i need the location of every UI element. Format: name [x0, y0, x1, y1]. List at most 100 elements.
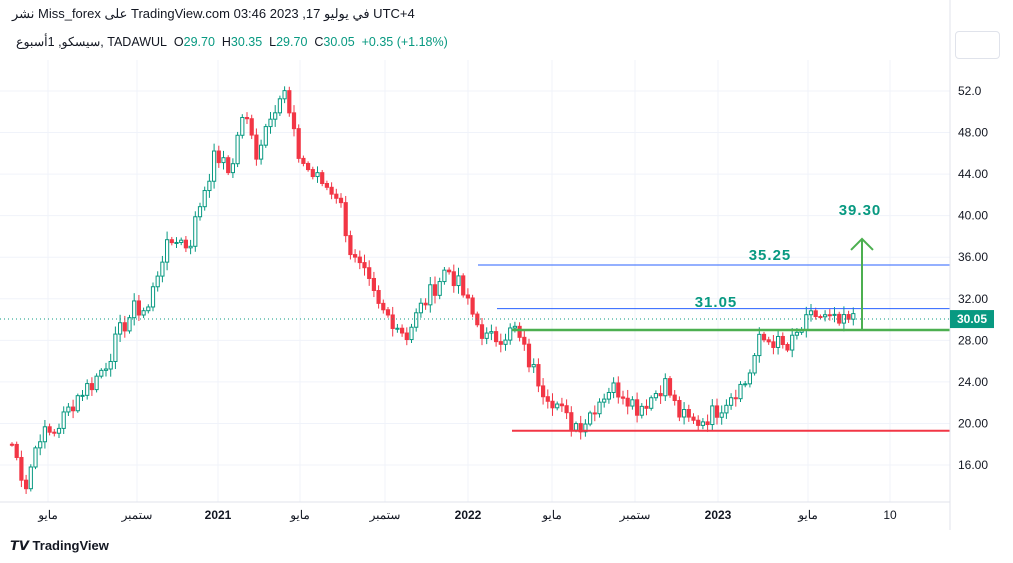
- candle-body: [310, 169, 315, 178]
- candle-body: [479, 324, 485, 339]
- chart-button[interactable]: [955, 31, 1000, 59]
- candle-body: [423, 302, 428, 306]
- candle-body: [724, 404, 729, 414]
- time-tick: ستمبر: [619, 508, 651, 522]
- candle-body: [498, 341, 503, 345]
- candle-body: [395, 327, 400, 330]
- candle-body: [263, 126, 268, 146]
- price-tick: 16.00: [958, 458, 988, 472]
- candle-body: [169, 239, 174, 244]
- candle-body: [244, 116, 250, 120]
- candle-body: [254, 134, 259, 160]
- candle-body: [827, 314, 832, 317]
- candle-body: [602, 398, 607, 403]
- candle-body: [747, 372, 752, 385]
- time-tick: 10: [883, 508, 897, 522]
- candle-body: [197, 206, 203, 218]
- candle-body: [432, 284, 438, 296]
- candle-body: [738, 383, 743, 400]
- candle-body: [851, 313, 856, 320]
- candle-body: [494, 331, 499, 343]
- candle-body: [108, 360, 113, 370]
- price-tick: 24.00: [958, 375, 988, 389]
- candle-body: [503, 339, 508, 345]
- candle-body: [118, 322, 123, 335]
- candle-body: [470, 297, 475, 315]
- target-arrow[interactable]: [850, 237, 874, 330]
- candle-body: [456, 275, 461, 287]
- candle-body: [719, 412, 724, 418]
- candle-body: [103, 368, 109, 371]
- candle-body: [94, 375, 99, 391]
- candle-body: [592, 412, 597, 415]
- candle-body: [99, 369, 104, 377]
- candle-body: [19, 456, 24, 481]
- tradingview-logo: 𝙏𝙑 TradingView: [10, 538, 109, 553]
- time-tick: مايو: [797, 508, 818, 522]
- candle-body: [823, 314, 828, 318]
- candle-body: [287, 90, 292, 114]
- candle-body: [165, 239, 170, 263]
- candle-body: [320, 172, 325, 185]
- candle-body: [367, 267, 372, 279]
- candle-body: [790, 334, 795, 351]
- candle-body: [625, 397, 630, 407]
- candle-body: [804, 314, 809, 331]
- candle-body: [14, 443, 19, 458]
- candle-body: [691, 416, 696, 421]
- candle-body: [357, 256, 362, 264]
- candle-body: [56, 427, 62, 434]
- candle-body: [136, 300, 142, 316]
- candle-body: [240, 116, 245, 136]
- publish-info: نشر Miss_forex على TradingView.com 03:46…: [12, 6, 415, 21]
- price-tick: 32.00: [958, 292, 988, 306]
- time-tick: مايو: [289, 508, 310, 522]
- candle-body: [315, 172, 320, 178]
- candle-body: [743, 383, 748, 386]
- candle-body: [38, 441, 43, 449]
- candle-body: [329, 186, 334, 195]
- candle-body: [611, 382, 616, 393]
- candle-body: [188, 245, 193, 249]
- price-tick: 36.00: [958, 250, 988, 264]
- candle-body: [296, 128, 301, 159]
- candle-body: [564, 405, 569, 414]
- candle-body: [461, 275, 466, 296]
- candle-body: [710, 405, 715, 426]
- candle-body: [616, 382, 621, 398]
- candle-body: [42, 426, 47, 443]
- candle-body: [517, 325, 522, 338]
- candle-body: [578, 423, 583, 433]
- candle-body: [573, 423, 579, 431]
- candle-body: [66, 406, 71, 413]
- price-tick: 28.00: [958, 333, 988, 347]
- candle-body: [808, 310, 814, 316]
- candle-body: [24, 479, 29, 490]
- candle-body: [776, 335, 781, 348]
- candle-body: [437, 281, 442, 296]
- candle-body: [348, 235, 353, 256]
- symbol-name[interactable]: سيسكو, 1أسبوع, TADAWUL: [16, 35, 167, 49]
- candle-body: [146, 306, 151, 312]
- candle-body: [780, 335, 785, 345]
- candle-body: [536, 364, 541, 387]
- candle-body: [606, 391, 611, 400]
- candle-body: [484, 332, 489, 339]
- candle-body: [639, 405, 644, 416]
- candle-body: [400, 327, 405, 334]
- time-tick: مايو: [541, 508, 562, 522]
- candle-body: [794, 331, 799, 336]
- candle-body: [526, 343, 532, 368]
- candle-body: [273, 112, 278, 120]
- candle-body: [71, 406, 76, 412]
- price-tick: 52.0: [958, 84, 982, 98]
- candle-body: [705, 421, 710, 426]
- candle-body: [771, 341, 776, 348]
- candle-body: [545, 396, 550, 402]
- level-label-35: 35.25: [749, 247, 792, 264]
- candle-body: [28, 466, 33, 490]
- candle-body: [569, 412, 574, 431]
- candle-body: [277, 98, 282, 114]
- candle-body: [512, 325, 517, 329]
